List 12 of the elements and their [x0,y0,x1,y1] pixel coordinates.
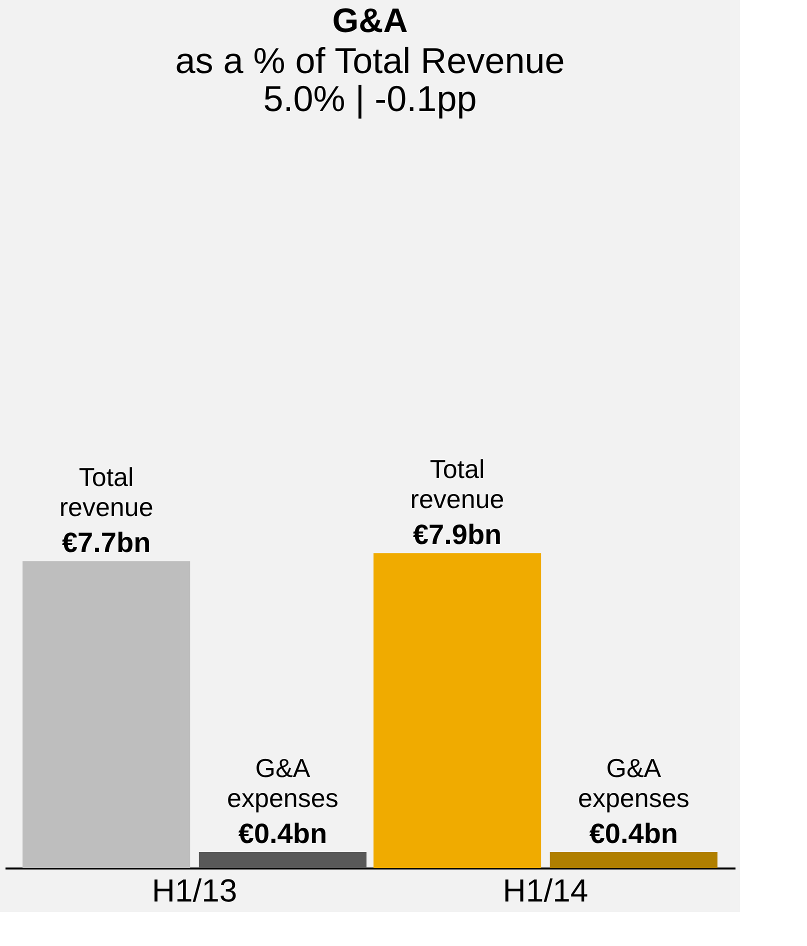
chart-title: G&A [332,2,408,40]
data-label: €0.4bn [238,818,328,850]
text: Total revenue [410,454,504,514]
chart-subtitle: as a % of Total Revenue 5.0% | -0.1pp [175,40,565,119]
x-tick-label: H1/14 [502,872,588,908]
series-label: Total revenue [59,462,154,522]
text: G&A expenses [578,753,690,814]
data-label: €0.4bn [589,818,678,850]
x-tick-label: H1/13 [152,872,238,908]
series-label: G&A expenses [227,753,338,814]
data-label: €7.7bn [62,527,151,558]
data-label: €7.9bn [412,519,502,550]
